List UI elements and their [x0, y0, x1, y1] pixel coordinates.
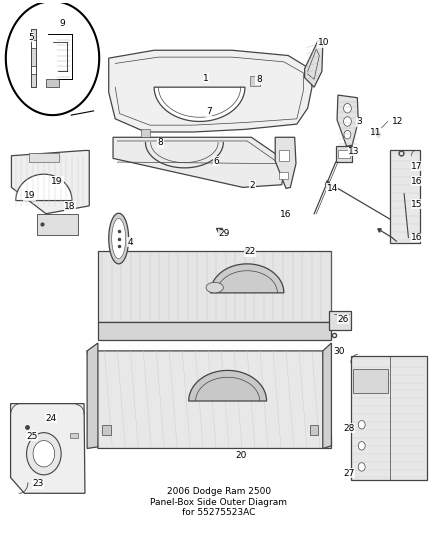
Text: 26: 26: [337, 315, 349, 324]
Text: 2006 Dodge Ram 2500
Panel-Box Side Outer Diagram
for 55275523AC: 2006 Dodge Ram 2500 Panel-Box Side Outer…: [151, 487, 287, 517]
Text: 16: 16: [411, 233, 423, 242]
Circle shape: [358, 442, 365, 450]
Polygon shape: [329, 311, 351, 330]
Text: 4: 4: [127, 238, 133, 247]
Polygon shape: [338, 150, 350, 158]
Text: 11: 11: [370, 128, 381, 137]
Circle shape: [343, 117, 351, 126]
Polygon shape: [98, 251, 332, 322]
Polygon shape: [31, 29, 36, 87]
Polygon shape: [11, 403, 85, 494]
Text: 29: 29: [219, 229, 230, 238]
Polygon shape: [113, 138, 286, 188]
Text: 19: 19: [51, 176, 63, 185]
Text: 14: 14: [327, 184, 338, 193]
Polygon shape: [109, 50, 312, 132]
Polygon shape: [109, 213, 129, 264]
Polygon shape: [353, 369, 388, 393]
Polygon shape: [336, 146, 352, 162]
Polygon shape: [279, 172, 288, 180]
Circle shape: [344, 131, 351, 139]
Polygon shape: [46, 79, 59, 87]
Text: 27: 27: [343, 469, 354, 478]
Text: 7: 7: [206, 108, 212, 116]
Text: 8: 8: [158, 138, 163, 147]
Text: 19: 19: [24, 191, 35, 200]
Text: 2: 2: [250, 181, 255, 190]
Text: 24: 24: [46, 414, 57, 423]
Circle shape: [358, 421, 365, 429]
Text: 19: 19: [52, 176, 64, 185]
Polygon shape: [6, 1, 99, 115]
Polygon shape: [337, 95, 358, 146]
Polygon shape: [112, 219, 126, 259]
Text: 5: 5: [28, 33, 34, 42]
Polygon shape: [310, 425, 318, 435]
Text: 18: 18: [64, 202, 76, 211]
Circle shape: [358, 463, 365, 471]
Polygon shape: [323, 343, 332, 448]
Polygon shape: [102, 425, 111, 435]
Text: 10: 10: [318, 38, 329, 47]
Polygon shape: [250, 76, 260, 86]
Circle shape: [27, 433, 61, 475]
Text: 23: 23: [32, 479, 44, 488]
Polygon shape: [29, 153, 59, 162]
Polygon shape: [275, 138, 296, 189]
Ellipse shape: [206, 282, 223, 293]
Polygon shape: [154, 87, 245, 122]
Polygon shape: [87, 343, 98, 448]
Polygon shape: [189, 370, 267, 401]
Text: 17: 17: [411, 162, 423, 171]
Circle shape: [33, 441, 55, 467]
Text: 8: 8: [256, 75, 261, 84]
Polygon shape: [98, 322, 332, 341]
Text: 12: 12: [392, 117, 403, 126]
Polygon shape: [351, 356, 427, 480]
Text: 16: 16: [280, 211, 292, 219]
Polygon shape: [304, 39, 323, 87]
Text: 15: 15: [411, 200, 423, 209]
Text: 8: 8: [158, 138, 163, 147]
Text: 1: 1: [203, 74, 209, 83]
Polygon shape: [11, 150, 89, 214]
Polygon shape: [210, 264, 284, 293]
Text: 30: 30: [333, 348, 345, 357]
Polygon shape: [16, 174, 72, 200]
Polygon shape: [70, 433, 78, 438]
Polygon shape: [37, 214, 78, 235]
Circle shape: [343, 103, 351, 113]
Text: 3: 3: [357, 117, 362, 126]
Text: 20: 20: [236, 451, 247, 460]
Text: 9: 9: [59, 19, 65, 28]
Polygon shape: [31, 66, 36, 74]
Text: 25: 25: [26, 432, 37, 441]
Text: 16: 16: [411, 176, 423, 185]
Text: 6: 6: [213, 157, 219, 166]
Polygon shape: [279, 150, 289, 161]
Text: 28: 28: [343, 424, 354, 433]
Polygon shape: [87, 351, 332, 448]
Polygon shape: [141, 129, 150, 138]
Text: 13: 13: [348, 147, 360, 156]
Polygon shape: [390, 150, 420, 243]
Text: 22: 22: [244, 247, 256, 256]
Polygon shape: [31, 39, 36, 47]
